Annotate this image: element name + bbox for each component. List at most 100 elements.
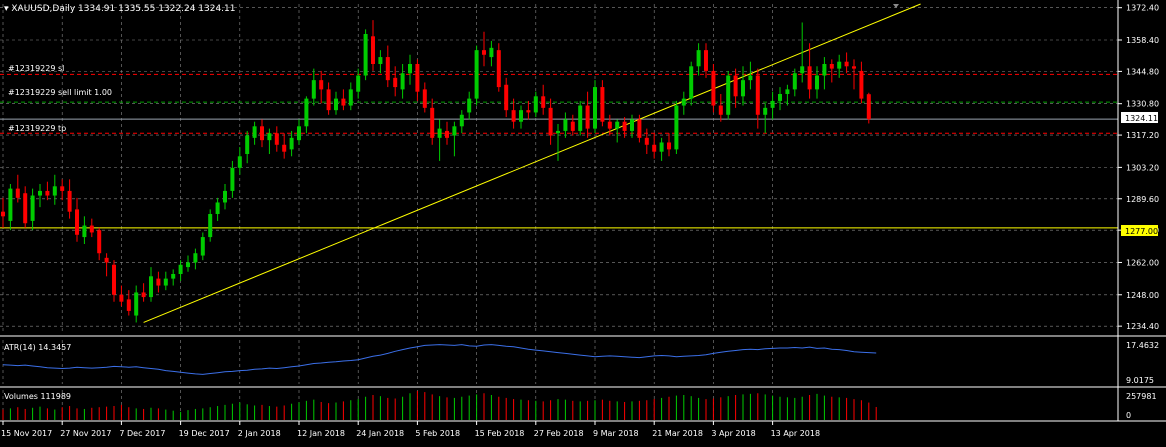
candle-bear: [67, 190, 72, 212]
candles: [1, 20, 871, 323]
candle-bear: [15, 188, 20, 198]
candle-bear: [652, 144, 657, 152]
volumes-label: Volumes 111989: [4, 392, 71, 401]
candle-bear: [667, 142, 671, 150]
trendline-group[interactable]: [143, 3, 921, 323]
candle-bull: [408, 64, 412, 74]
candle-bull: [267, 133, 272, 141]
chart-header: ▾ XAUUSD,Daily 1334.91 1335.55 1322.24 1…: [4, 4, 236, 14]
candle-bull: [556, 130, 560, 134]
candle-bear: [341, 98, 346, 106]
candle-bear: [644, 137, 649, 145]
candle-bear: [859, 70, 864, 99]
candle-bear: [504, 84, 509, 111]
price-tick-label: 1330.80: [1126, 100, 1159, 109]
candle-bull: [193, 253, 198, 263]
candle-bull: [356, 75, 361, 92]
tp-order-label[interactable]: #12319229 tp: [8, 124, 66, 133]
candle-bull: [778, 94, 782, 101]
price-tick-label: 1344.80: [1126, 67, 1159, 76]
hline-price-tag-text: 1277.00: [1125, 227, 1158, 236]
candle-bear: [282, 144, 287, 152]
candle-bear: [807, 66, 812, 90]
candle-bear: [445, 130, 449, 138]
price-tick-label: 1372.40: [1126, 4, 1159, 13]
candle-bear: [126, 299, 131, 311]
candle-bull: [297, 126, 301, 141]
candle-bear: [718, 105, 723, 115]
atr-label: ATR(14) 14.3457: [4, 343, 71, 352]
candle-bull: [452, 126, 457, 136]
candle-bear: [1, 211, 5, 217]
sl-order-label[interactable]: #12319229 sl: [8, 64, 64, 73]
sell-limit-order-label[interactable]: #12319229 sell limit 1.00: [8, 88, 112, 97]
candle-bull: [304, 98, 309, 127]
time-tick-label: 27 Nov 2017: [60, 429, 111, 438]
candle-bear: [526, 110, 531, 113]
candle-bull: [82, 225, 87, 238]
time-tick-label: 15 Nov 2017: [1, 429, 52, 438]
candle-bear: [496, 50, 501, 88]
candle-bear: [45, 190, 50, 196]
time-tick-label: 24 Jan 2018: [356, 429, 404, 438]
price-tick-label: 1234.40: [1126, 322, 1159, 331]
candle-bear: [600, 87, 605, 122]
candle-bull: [208, 214, 213, 238]
trendline[interactable]: [143, 3, 921, 323]
candle-bull: [748, 75, 753, 81]
ohlc-label: 1334.91 1335.55 1322.24 1324.11: [78, 4, 235, 14]
time-tick-label: 27 Feb 2018: [534, 429, 584, 438]
candle-bull: [674, 105, 679, 150]
candle-bear: [755, 75, 760, 115]
candle-bull: [593, 87, 597, 129]
hline-price-tag: [1121, 225, 1158, 236]
candle-bull: [533, 96, 538, 113]
candle-bull: [563, 119, 568, 131]
candle-bear: [393, 77, 398, 88]
candle-bear: [274, 133, 279, 145]
time-tick-label: 19 Dec 2017: [179, 429, 230, 438]
candle-bull: [800, 66, 805, 74]
candle-bear: [829, 64, 834, 69]
time-tick-label: 13 Apr 2018: [771, 429, 820, 438]
price-tick-label: 1303.20: [1126, 163, 1159, 172]
candle-bull: [134, 292, 139, 316]
candle-bear: [141, 292, 146, 298]
volume-tick-top: 257981: [1126, 392, 1157, 401]
candle-bear: [89, 225, 94, 233]
candle-bear: [60, 186, 65, 191]
candle-bear: [371, 36, 375, 64]
candle-bull: [163, 278, 168, 286]
price-tick-label: 1248.00: [1126, 291, 1159, 300]
candle-bull: [334, 98, 338, 111]
candle-bear: [156, 278, 161, 286]
candle-bull: [474, 50, 479, 99]
candle-bull: [30, 195, 35, 221]
candle-bull: [178, 264, 183, 274]
candle-bull: [659, 142, 664, 152]
candle-bull: [186, 262, 190, 268]
time-tick-label: 21 Mar 2018: [652, 429, 703, 438]
candle-bull: [38, 190, 42, 196]
volume-tick-bottom: 0: [1126, 411, 1131, 420]
candle-bull: [348, 89, 353, 106]
atr-line: [2, 344, 877, 375]
time-tick-label: 15 Feb 2018: [475, 429, 525, 438]
candle-bull: [630, 119, 634, 131]
candle-bull: [815, 75, 819, 90]
candle-bull: [223, 190, 227, 203]
overlay-text: ▾ XAUUSD,Daily 1334.91 1335.55 1322.24 1…: [4, 4, 1159, 420]
candle-bear: [866, 94, 871, 120]
candle-bull: [770, 100, 775, 108]
candle-bear: [511, 110, 516, 122]
candle-bear: [326, 89, 331, 111]
candle-bull: [615, 121, 620, 129]
candle-bear: [548, 107, 553, 136]
candle-bull: [763, 107, 768, 115]
time-tick-label: 5 Feb 2018: [415, 429, 460, 438]
candle-bear: [23, 193, 28, 224]
candle-bear: [112, 264, 116, 295]
